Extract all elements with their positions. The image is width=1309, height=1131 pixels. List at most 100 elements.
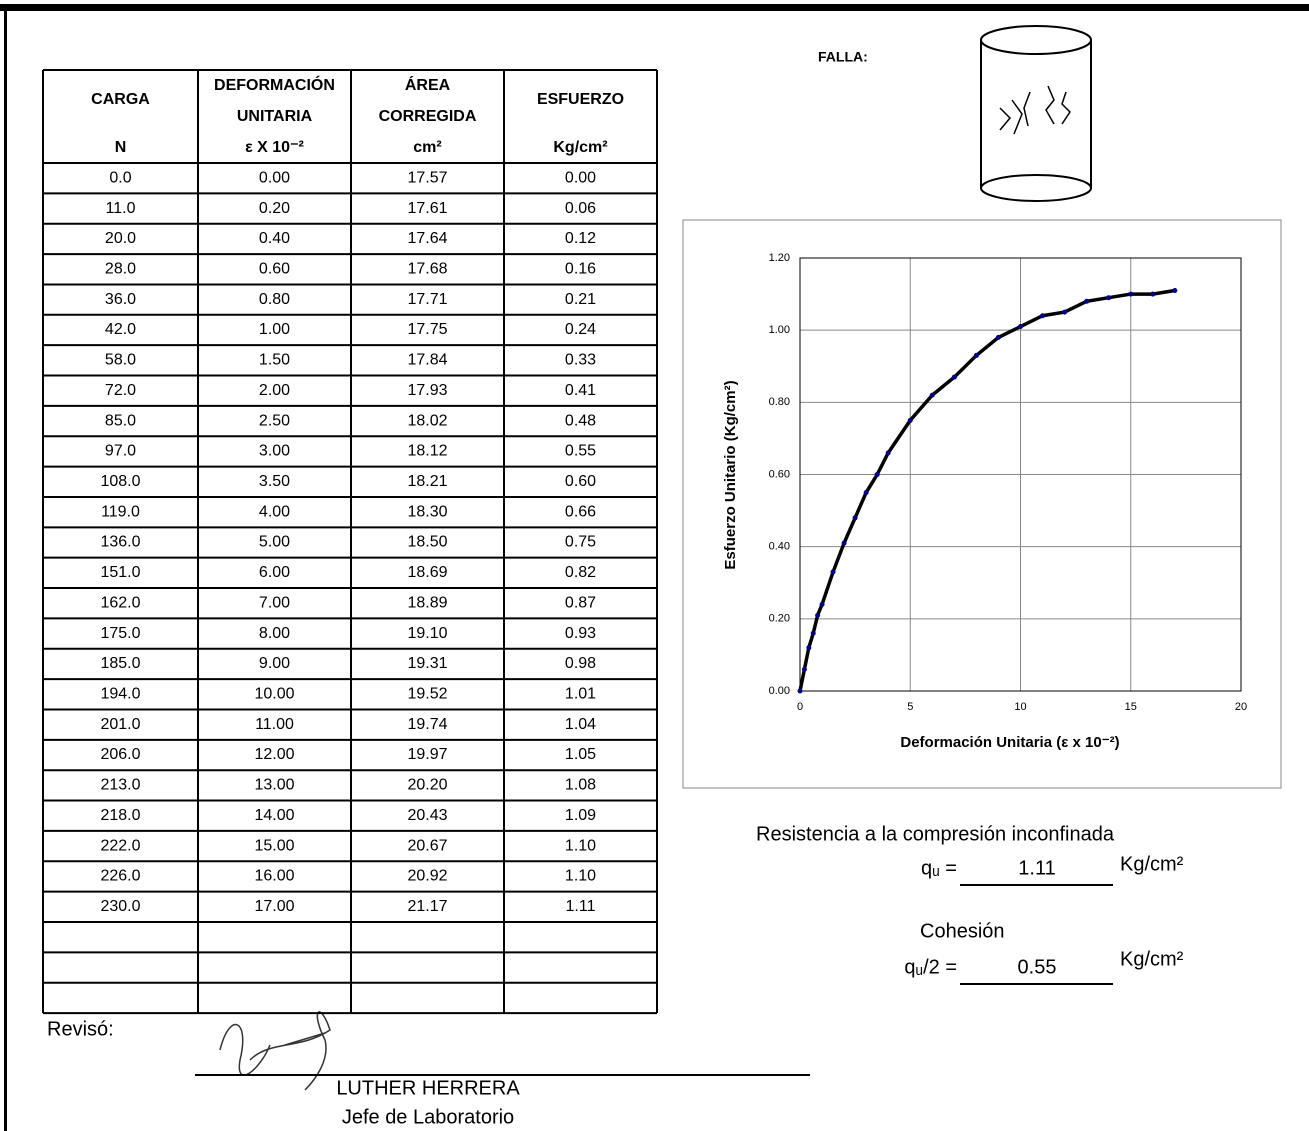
data-line bbox=[800, 290, 1175, 691]
table-cell: 21.17 bbox=[407, 898, 447, 915]
table-cell: 18.89 bbox=[407, 594, 447, 611]
y-tick-label: 0.60 bbox=[769, 468, 790, 480]
table-cell: 17.68 bbox=[407, 260, 447, 277]
table-cell: 20.20 bbox=[407, 777, 447, 794]
column-header: CARGA bbox=[91, 91, 150, 108]
table-cell: 0.60 bbox=[565, 473, 596, 490]
table-cell: 19.31 bbox=[407, 655, 447, 672]
column-header: ESFUERZO bbox=[537, 91, 624, 108]
table-cell: 230.0 bbox=[100, 898, 140, 915]
data-point bbox=[908, 418, 913, 423]
table-cell: 15.00 bbox=[254, 837, 294, 854]
table-cell: 3.50 bbox=[259, 473, 290, 490]
data-point bbox=[798, 689, 803, 694]
table-cell: 226.0 bbox=[100, 868, 140, 885]
data-point bbox=[886, 450, 891, 455]
table-cell: 0.55 bbox=[565, 443, 596, 460]
table-cell: 1.10 bbox=[565, 837, 596, 854]
table-cell: 1.10 bbox=[565, 868, 596, 885]
table-cell: 0.93 bbox=[565, 625, 596, 642]
table-cell: 72.0 bbox=[105, 382, 136, 399]
qu-value: 1.11 bbox=[1018, 857, 1055, 879]
table-cell: 0.87 bbox=[565, 594, 596, 611]
table-cell: 0.48 bbox=[565, 412, 596, 429]
table-cell: 20.92 bbox=[407, 868, 447, 885]
table-cell: 20.67 bbox=[407, 837, 447, 854]
table-cell: 0.20 bbox=[259, 200, 290, 217]
column-header: CORREGIDA bbox=[379, 108, 477, 125]
table-cell: 2.50 bbox=[259, 412, 290, 429]
table-cell: 19.10 bbox=[407, 625, 447, 642]
data-point bbox=[802, 667, 807, 672]
data-point bbox=[853, 515, 858, 520]
y-tick-label: 1.00 bbox=[769, 324, 790, 336]
table-cell: 11.00 bbox=[255, 716, 294, 733]
table-cell: 18.30 bbox=[407, 503, 447, 520]
column-header: UNITARIA bbox=[237, 108, 313, 125]
table-cell: 9.00 bbox=[259, 655, 290, 672]
data-point bbox=[811, 631, 816, 636]
table-cell: 6.00 bbox=[259, 564, 290, 581]
column-header: ÁREA bbox=[405, 75, 451, 94]
table-cell: 17.93 bbox=[407, 382, 447, 399]
data-point bbox=[1018, 324, 1023, 329]
table-cell: 58.0 bbox=[105, 352, 136, 369]
x-tick-label: 5 bbox=[907, 701, 913, 713]
table-cell: 12.00 bbox=[254, 746, 294, 763]
table-cell: 0.40 bbox=[259, 230, 290, 247]
table-cell: 0.0 bbox=[109, 169, 131, 186]
table-cell: 19.52 bbox=[407, 686, 447, 703]
table-cell: 0.82 bbox=[565, 564, 596, 581]
table-cell: 1.05 bbox=[565, 746, 596, 763]
data-point bbox=[820, 602, 825, 607]
reviewed-label: Revisó: bbox=[47, 1018, 114, 1040]
table-cell: 222.0 bbox=[100, 837, 140, 854]
table-cell: 119.0 bbox=[101, 503, 140, 520]
data-point bbox=[1062, 310, 1067, 315]
table-cell: 17.00 bbox=[254, 898, 294, 915]
data-point bbox=[875, 472, 880, 477]
chart-frame bbox=[683, 220, 1281, 788]
table-cell: 0.33 bbox=[565, 352, 596, 369]
x-tick-label: 0 bbox=[797, 701, 803, 713]
data-point bbox=[864, 490, 869, 495]
failure-sketch bbox=[981, 26, 1091, 201]
y-tick-label: 0.00 bbox=[769, 685, 790, 697]
data-point bbox=[842, 541, 847, 546]
qu-unit: Kg/cm² bbox=[1120, 853, 1184, 875]
table-cell: 2.00 bbox=[259, 382, 290, 399]
table-cell: 0.98 bbox=[565, 655, 596, 672]
table-cell: 7.00 bbox=[259, 594, 290, 611]
qu-label: qᵤ = bbox=[921, 857, 957, 879]
table-cell: 0.41 bbox=[565, 382, 596, 399]
table-cell: 218.0 bbox=[100, 807, 140, 824]
column-unit: cm² bbox=[413, 139, 441, 156]
data-point bbox=[1172, 288, 1177, 293]
table-cell: 175.0 bbox=[100, 625, 140, 642]
signature-scribble bbox=[220, 1012, 330, 1090]
table-cell: 17.71 bbox=[407, 291, 447, 308]
y-tick-label: 1.20 bbox=[769, 252, 790, 264]
table-cell: 1.01 bbox=[565, 686, 596, 703]
cohesion-unit: Kg/cm² bbox=[1120, 948, 1184, 970]
y-tick-label: 0.20 bbox=[769, 613, 790, 625]
table-cell: 0.12 bbox=[565, 230, 596, 247]
table-cell: 16.00 bbox=[254, 868, 294, 885]
cohesion-value: 0.55 bbox=[1018, 956, 1057, 978]
table-cell: 206.0 bbox=[100, 746, 140, 763]
table-cell: 17.75 bbox=[407, 321, 447, 338]
cohesion-label: qᵤ/2 = bbox=[904, 956, 957, 978]
table-cell: 0.00 bbox=[259, 169, 290, 186]
table-cell: 0.06 bbox=[565, 200, 596, 217]
table-cell: 4.00 bbox=[259, 503, 290, 520]
data-point bbox=[1084, 299, 1089, 304]
column-unit: N bbox=[115, 139, 127, 156]
table-cell: 14.00 bbox=[254, 807, 294, 824]
table-cell: 0.21 bbox=[565, 291, 596, 308]
data-point bbox=[996, 335, 1001, 340]
data-point bbox=[1128, 292, 1133, 297]
data-point bbox=[1106, 295, 1111, 300]
table-cell: 1.11 bbox=[566, 898, 596, 915]
table-cell: 11.0 bbox=[106, 200, 136, 217]
table-cell: 162.0 bbox=[100, 594, 140, 611]
